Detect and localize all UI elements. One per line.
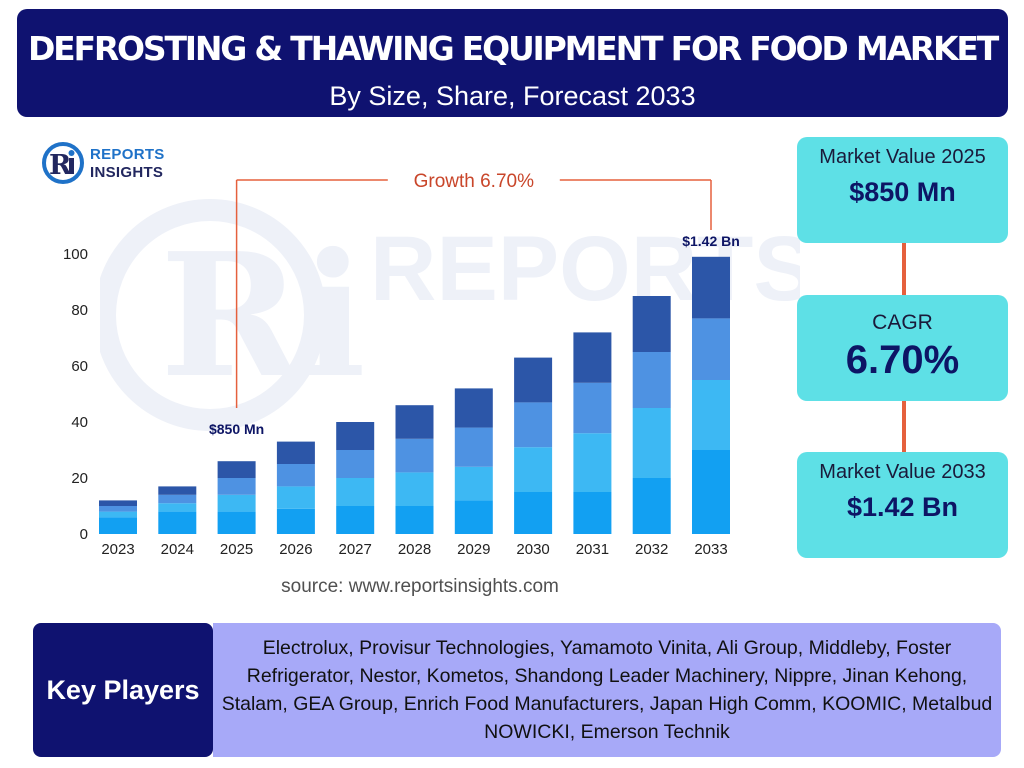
key-players-list: Electrolux, Provisur Technologies, Yamam… xyxy=(213,623,1001,757)
bar-segment-2028-1 xyxy=(395,506,434,534)
growth-annotation: Growth 6.70% $850 Mn $1.42 Bn xyxy=(209,171,740,437)
y-tick-label-60: 60 xyxy=(71,358,88,375)
y-tick-label-80: 80 xyxy=(71,302,88,319)
market-value-2025-label: Market Value 2025 xyxy=(819,146,986,168)
bar-segment-2029-2 xyxy=(454,466,493,501)
logo-word-insights: INSIGHTS xyxy=(90,164,164,181)
y-tick-label-0: 0 xyxy=(80,526,88,543)
bar-segment-2032-3 xyxy=(632,352,671,408)
x-tick-label-2027: 2027 xyxy=(339,541,372,558)
cagr-label: CAGR xyxy=(872,311,933,334)
bar-segment-2027-4 xyxy=(336,422,375,450)
svg-text:Ri: Ri xyxy=(160,216,366,416)
y-tick-label-40: 40 xyxy=(71,414,88,431)
bar-segment-2031-2 xyxy=(573,433,612,492)
bar-segment-2032-1 xyxy=(632,478,671,534)
cagr-value: 6.70% xyxy=(845,338,960,382)
bar-segment-2027-1 xyxy=(336,506,375,534)
x-tick-label-2032: 2032 xyxy=(635,541,668,558)
x-tick-label-2033: 2033 xyxy=(694,541,727,558)
bar-segment-2025-1 xyxy=(217,511,256,534)
market-value-2025-card: Market Value 2025 $850 Mn xyxy=(797,137,1008,243)
y-tick-label-20: 20 xyxy=(71,470,88,487)
svg-text:R: R xyxy=(49,150,72,181)
bar-segment-2028-2 xyxy=(395,472,434,506)
x-tick-label-2026: 2026 xyxy=(279,541,312,558)
bar-segment-2025-4 xyxy=(217,461,256,478)
bar-segment-2028-4 xyxy=(395,405,434,439)
x-tick-label-2025: 2025 xyxy=(220,541,253,558)
bar-segment-2033-1 xyxy=(692,450,730,534)
bar-segment-2028-3 xyxy=(395,438,434,473)
bar-segment-2033-4 xyxy=(692,256,730,319)
end-value-label: $1.42 Bn xyxy=(682,233,740,249)
y-axis-ticks: 0 20 40 60 80 100 xyxy=(63,246,88,543)
bar-segment-2031-4 xyxy=(573,332,612,383)
bar-segment-2027-2 xyxy=(336,478,375,506)
x-tick-label-2031: 2031 xyxy=(576,541,609,558)
bar-segment-2033-2 xyxy=(692,380,730,450)
y-tick-label-100: 100 xyxy=(63,246,88,263)
bar-segment-2030-4 xyxy=(514,357,553,403)
bar-segment-2023-4 xyxy=(99,500,137,506)
bar-segment-2026-4 xyxy=(276,441,315,464)
x-axis-ticks: 2023 2024 2025 2026 2027 2028 2029 2030 2031 2032… xyxy=(101,541,727,558)
bar-segment-2030-2 xyxy=(514,447,553,492)
bar-segment-2026-1 xyxy=(276,508,315,534)
x-tick-label-2028: 2028 xyxy=(398,541,431,558)
x-tick-label-2030: 2030 xyxy=(516,541,549,558)
page-subtitle: By Size, Share, Forecast 2033 xyxy=(329,81,696,111)
card-connector-top xyxy=(902,243,906,295)
bar-segment-2024-4 xyxy=(158,486,197,495)
bar-segment-2032-2 xyxy=(632,408,671,478)
page-title: DEFROSTING & THAWING EQUIPMENT FOR FOOD … xyxy=(27,29,999,68)
source-note: source: www.reportsinsights.com xyxy=(281,576,559,597)
reports-insights-logo: R REPORTS INSIGHTS xyxy=(40,140,190,190)
bar-segment-2024-2 xyxy=(158,503,197,512)
bar-segment-2023-3 xyxy=(99,506,137,512)
bar-segment-2023-2 xyxy=(99,511,137,518)
x-tick-label-2023: 2023 xyxy=(101,541,134,558)
market-value-2033-card: Market Value 2033 $1.42 Bn xyxy=(797,452,1008,558)
bar-segment-2029-3 xyxy=(454,427,493,467)
bar-segment-2026-3 xyxy=(276,464,315,487)
x-tick-label-2029: 2029 xyxy=(457,541,490,558)
bars-layer xyxy=(99,256,730,534)
bar-segment-2032-4 xyxy=(632,296,671,352)
bar-segment-2029-4 xyxy=(454,388,493,428)
bar-segment-2031-3 xyxy=(573,382,612,434)
card-connector-bottom xyxy=(902,401,906,452)
start-value-label: $850 Mn xyxy=(209,421,264,437)
market-value-2033-label: Market Value 2033 xyxy=(819,461,986,483)
bar-segment-2027-3 xyxy=(336,450,375,478)
bar-segment-2031-1 xyxy=(573,492,612,534)
x-tick-label-2024: 2024 xyxy=(161,541,194,558)
bar-segment-2024-3 xyxy=(158,494,197,504)
cagr-card: CAGR 6.70% xyxy=(797,295,1008,401)
bar-segment-2030-3 xyxy=(514,402,553,448)
header-banner: DEFROSTING & THAWING EQUIPMENT FOR FOOD … xyxy=(17,9,1008,117)
bar-segment-2025-3 xyxy=(217,478,256,495)
market-value-2033-value: $1.42 Bn xyxy=(846,492,959,522)
market-value-2025-value: $850 Mn xyxy=(849,177,956,207)
bar-segment-2024-1 xyxy=(158,511,197,534)
bar-segment-2029-1 xyxy=(454,500,493,534)
growth-label: Growth 6.70% xyxy=(414,171,534,192)
stacked-bar-chart: 2023 2024 2025 2026 2027 2028 2029 2030 2031 2032… xyxy=(63,171,740,558)
bar-segment-2025-2 xyxy=(217,494,256,512)
ri-logo-icon: R xyxy=(42,142,84,184)
bar-segment-2026-2 xyxy=(276,486,315,509)
bar-segment-2030-1 xyxy=(514,492,553,534)
logo-word-reports: REPORTS xyxy=(90,146,165,163)
bar-segment-2023-1 xyxy=(99,517,137,534)
bar-segment-2033-3 xyxy=(692,318,730,380)
key-players-label: Key Players xyxy=(33,623,213,757)
